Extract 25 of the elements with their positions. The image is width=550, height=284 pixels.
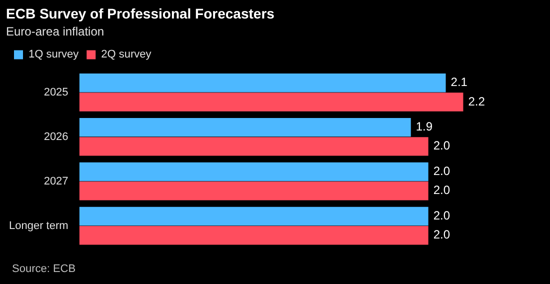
- data-label: 1.9: [416, 120, 433, 134]
- source-note: Source: ECB: [12, 263, 76, 275]
- bar: [79, 226, 428, 245]
- chart-subtitle: Euro-area inflation: [6, 24, 104, 38]
- data-label: 2.0: [433, 208, 450, 223]
- bar: [79, 182, 428, 200]
- data-label: 2.0: [433, 183, 450, 198]
- data-label: 2.1: [450, 75, 468, 90]
- data-label: 2.0: [433, 164, 450, 178]
- y-tick-label: 2026: [44, 130, 68, 143]
- y-tick-label: 2025: [44, 86, 68, 98]
- bar: [79, 137, 428, 156]
- data-label: 2.0: [433, 138, 450, 153]
- data-label: 2.2: [468, 94, 486, 108]
- legend-label: 2Q survey: [101, 48, 152, 61]
- chart-title: ECB Survey of Professional Forecasters: [6, 5, 275, 22]
- legend-label: 1Q survey: [28, 48, 80, 61]
- bar: [79, 118, 411, 137]
- y-tick-label: 2027: [44, 175, 68, 188]
- bar: [79, 92, 464, 112]
- data-label: 2.0: [433, 228, 450, 242]
- y-tick-label: Longer term: [8, 220, 68, 232]
- bar: [79, 162, 428, 182]
- bar: [79, 74, 446, 92]
- bar: [79, 206, 428, 226]
